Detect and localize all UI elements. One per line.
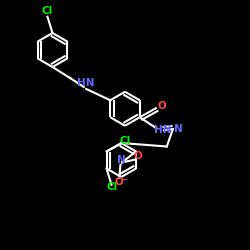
Text: O: O	[114, 177, 123, 187]
Text: HN: HN	[154, 125, 172, 135]
Text: Cl: Cl	[41, 6, 52, 16]
Text: O: O	[158, 101, 166, 111]
Text: Cl: Cl	[119, 136, 130, 145]
Text: N: N	[118, 155, 126, 165]
Text: N: N	[174, 124, 182, 134]
Text: −: −	[120, 175, 128, 184]
Text: Cl: Cl	[106, 182, 118, 192]
Text: HN: HN	[78, 78, 95, 88]
Text: O: O	[134, 151, 142, 161]
